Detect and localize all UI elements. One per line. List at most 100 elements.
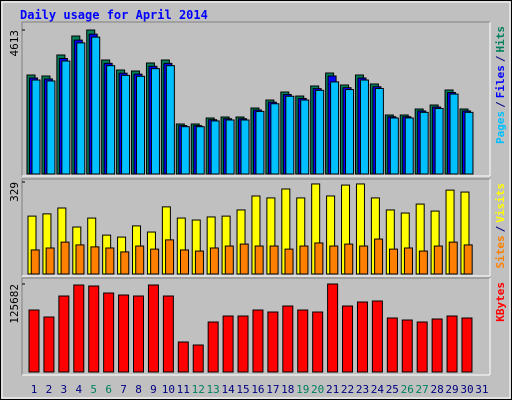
bar (207, 321, 219, 373)
legend-entry: Visits (494, 183, 507, 223)
x-tick-label: 19 (296, 383, 309, 396)
bar (282, 305, 294, 373)
bar (314, 242, 324, 275)
bar (448, 241, 458, 275)
bar (45, 247, 55, 275)
bar (239, 243, 249, 275)
bar (269, 245, 279, 275)
bar (416, 321, 428, 373)
bar (225, 119, 235, 175)
legend: Pages / Files / Hits (494, 26, 507, 144)
x-tick-label: 14 (221, 383, 235, 396)
x-tick-label: 29 (445, 383, 458, 396)
bar (103, 292, 115, 373)
bar (120, 251, 130, 275)
bar (58, 295, 70, 373)
bar (312, 311, 324, 373)
bar (76, 42, 86, 175)
bar (60, 241, 70, 275)
x-tick-label: 11 (177, 383, 190, 396)
bar (61, 60, 71, 175)
bar (210, 120, 220, 175)
bar (404, 117, 414, 175)
bar (461, 317, 473, 373)
bar (105, 247, 115, 275)
bar (342, 305, 354, 373)
legend-separator: / (494, 101, 507, 108)
bar (418, 250, 428, 275)
bar (121, 74, 131, 175)
bar (255, 110, 265, 175)
bar (389, 117, 399, 175)
bar (327, 283, 339, 373)
x-tick-label: 12 (192, 383, 205, 396)
bar (449, 93, 459, 175)
bar (46, 80, 56, 175)
bar (133, 295, 145, 373)
bar (162, 295, 174, 373)
x-tick-label: 8 (135, 383, 142, 396)
bar (419, 111, 429, 175)
x-tick-label: 3 (61, 383, 68, 396)
y-tick-label: 125682 (8, 284, 21, 324)
bar (285, 95, 295, 175)
bar (284, 248, 294, 275)
bar (31, 79, 41, 175)
legend-entry: Pages (494, 111, 507, 144)
bar (118, 294, 130, 373)
bar (195, 126, 205, 175)
x-tick-label: 9 (150, 383, 157, 396)
bar (224, 245, 234, 275)
bar (359, 79, 369, 175)
bar (270, 103, 280, 175)
bar (345, 89, 355, 175)
bar (389, 248, 399, 275)
bar (240, 119, 250, 175)
x-tick-label: 6 (105, 383, 112, 396)
bar (371, 300, 383, 373)
bar (28, 309, 40, 373)
bar (374, 238, 384, 275)
bar (344, 243, 354, 275)
x-tick-label: 13 (207, 383, 220, 396)
x-tick-label: 31 (475, 383, 488, 396)
legend-entry: KBytes (494, 282, 507, 322)
x-tick-label: 23 (356, 383, 369, 396)
bar (356, 301, 368, 373)
bar (222, 315, 234, 373)
bar (403, 247, 413, 275)
bar (330, 81, 340, 175)
bar (237, 315, 249, 373)
x-tick-label: 7 (120, 383, 127, 396)
bar (254, 245, 264, 275)
x-tick-label: 28 (430, 383, 443, 396)
x-tick-label: 30 (460, 383, 473, 396)
bar (88, 285, 100, 373)
y-tick-label: 329 (8, 182, 21, 202)
bar (374, 87, 384, 175)
bar (177, 341, 189, 373)
x-tick-label: 4 (75, 383, 82, 396)
x-tick-label: 16 (251, 383, 264, 396)
bar (106, 65, 116, 175)
legend-separator: / (494, 55, 507, 62)
bar (464, 111, 474, 175)
x-tick-label: 2 (46, 383, 53, 396)
x-tick-label: 17 (266, 383, 279, 396)
bar (194, 250, 204, 275)
x-tick-label: 24 (371, 383, 385, 396)
bar (135, 245, 145, 275)
legend: KBytes (494, 282, 507, 322)
legend: Sites / Visits (494, 183, 507, 269)
x-tick-label: 18 (281, 383, 294, 396)
bar (150, 68, 160, 175)
bar (433, 245, 443, 275)
bar (165, 65, 175, 175)
x-tick-label: 10 (162, 383, 175, 396)
bar (299, 245, 309, 275)
bar (300, 99, 310, 175)
bar (252, 309, 264, 373)
x-tick-label: 1 (31, 383, 38, 396)
